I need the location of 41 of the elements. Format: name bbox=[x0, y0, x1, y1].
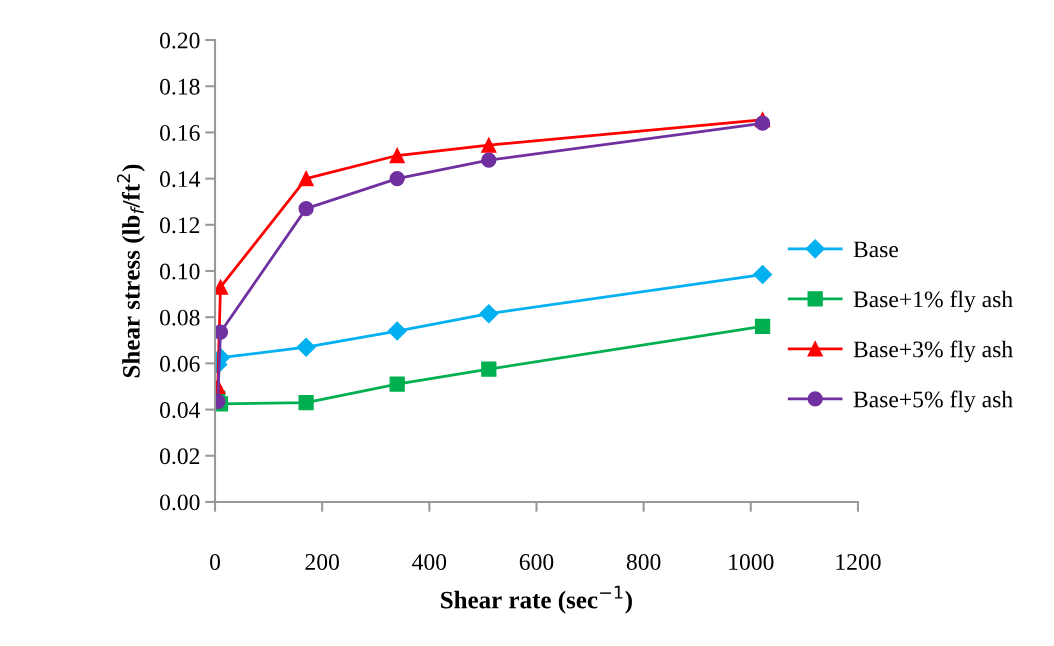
y-tick-label: 0.04 bbox=[160, 402, 201, 419]
point bbox=[389, 376, 405, 392]
y-tick-label: 0.08 bbox=[160, 309, 200, 326]
point bbox=[753, 264, 773, 284]
y-axis-title: Shear stress (lb$_{f}$/ft$^{2}$) bbox=[116, 164, 145, 378]
point bbox=[389, 170, 405, 187]
y-tick-label: 0.18 bbox=[160, 78, 200, 95]
x-tick-label: 400 bbox=[412, 554, 447, 570]
x-tick-label: 1000 bbox=[729, 554, 774, 570]
point bbox=[215, 324, 229, 340]
legend-label: Base bbox=[853, 241, 899, 258]
legend-label: Base+1% fly ash bbox=[853, 290, 1013, 313]
y-tick-label: 0.14 bbox=[160, 171, 201, 188]
point bbox=[298, 394, 314, 411]
legend-label: Base+3% fly ash bbox=[853, 340, 1013, 363]
x-tick-label: 600 bbox=[519, 554, 554, 570]
y-tick-label: 0.16 bbox=[160, 124, 200, 141]
y-tick-label: 0.20 bbox=[160, 32, 200, 49]
point bbox=[754, 318, 771, 335]
point bbox=[754, 115, 771, 131]
point bbox=[215, 279, 229, 295]
x-axis-title: Shear rate (sec$^{−1}$) bbox=[441, 585, 632, 614]
point bbox=[296, 337, 316, 357]
y-tick-label: 0.12 bbox=[160, 217, 200, 234]
x-tick-label: 1200 bbox=[836, 554, 881, 570]
x-tick-label: 200 bbox=[305, 554, 339, 570]
point bbox=[481, 152, 497, 168]
y-tick-label: 0.06 bbox=[160, 355, 200, 372]
point bbox=[479, 304, 499, 324]
point bbox=[389, 147, 405, 164]
point bbox=[481, 361, 497, 377]
x-tick-label: 800 bbox=[626, 554, 661, 570]
y-tick-label: 0.00 bbox=[160, 494, 200, 511]
x-tick-label: 0 bbox=[210, 554, 221, 570]
point bbox=[298, 170, 314, 187]
point bbox=[387, 321, 407, 341]
point bbox=[481, 137, 497, 153]
y-tick-label: 0.10 bbox=[160, 263, 200, 280]
y-tick-label: 0.02 bbox=[160, 448, 200, 465]
point bbox=[298, 201, 314, 217]
legend-label: Base+5% fly ash bbox=[853, 390, 1013, 413]
